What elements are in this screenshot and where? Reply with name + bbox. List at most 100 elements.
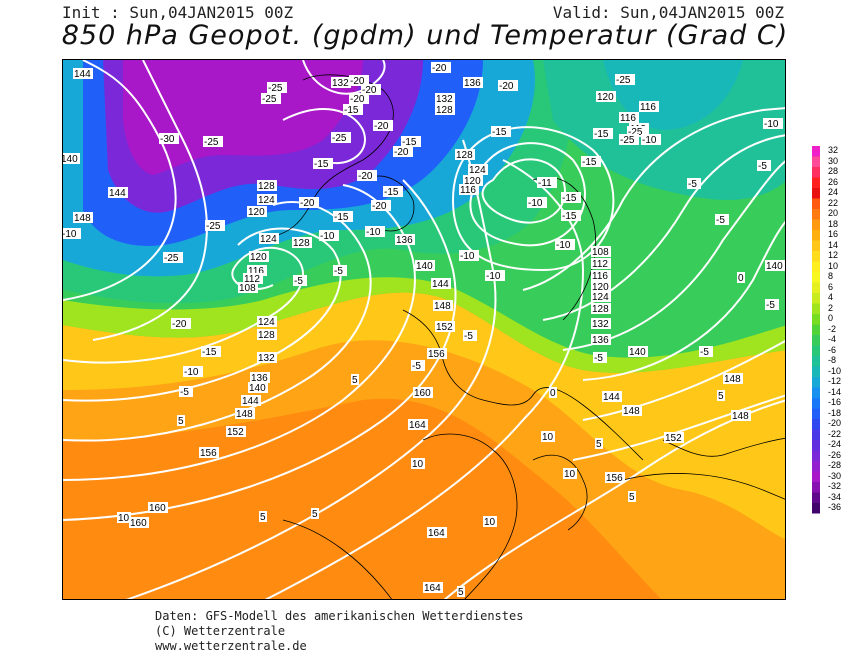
- svg-text:-15: -15: [402, 137, 417, 148]
- svg-text:132: 132: [592, 319, 609, 330]
- legend-swatch-22: [812, 377, 820, 388]
- svg-text:-25: -25: [262, 94, 277, 105]
- svg-text:128: 128: [592, 304, 609, 315]
- geopotential-label-43: 132: [257, 352, 277, 364]
- temperature-label-49: -5: [463, 330, 477, 342]
- temperature-label-21: -15: [313, 158, 333, 170]
- temperature-label-41: -25: [163, 252, 183, 264]
- geopotential-label-48: 152: [226, 426, 246, 438]
- temperature-label-17: -15: [491, 126, 511, 138]
- legend-value-17: -2: [828, 323, 837, 334]
- temperature-label-18: -15: [593, 128, 613, 140]
- legend-swatch-29: [812, 450, 820, 461]
- temperature-label-66: 5: [628, 491, 636, 503]
- legend-swatch-34: [812, 503, 820, 514]
- geopotential-label-47: 148: [235, 408, 255, 420]
- geopotential-label-32: 128: [591, 303, 611, 315]
- legend-swatch-30: [812, 461, 820, 472]
- svg-text:5: 5: [352, 375, 358, 386]
- svg-text:10: 10: [484, 517, 496, 528]
- svg-text:148: 148: [434, 301, 451, 312]
- svg-text:144: 144: [603, 392, 620, 403]
- svg-text:160: 160: [149, 503, 166, 514]
- svg-text:144: 144: [74, 69, 91, 80]
- geopotential-label-5: 132: [435, 93, 455, 105]
- temperature-label-22: -15: [581, 156, 601, 168]
- svg-text:-15: -15: [562, 211, 577, 222]
- legend-value-32: -32: [828, 481, 842, 491]
- geopotential-label-8: 116: [619, 112, 639, 124]
- temperature-label-58: 5: [717, 390, 725, 402]
- geopotential-label-36: 140: [765, 260, 785, 272]
- temperature-label-0: -25: [267, 82, 287, 94]
- temperature-label-29: -11: [537, 177, 557, 189]
- temperature-label-11: -30: [159, 133, 179, 145]
- legend-value-1: 30: [828, 155, 839, 166]
- legend-value-14: 4: [828, 292, 834, 302]
- geopotential-label-28: 112: [591, 258, 611, 270]
- temperature-label-67: 10: [483, 516, 497, 528]
- svg-text:152: 152: [227, 427, 244, 438]
- legend-value-6: 20: [828, 208, 839, 218]
- legend-swatch-3: [812, 177, 820, 188]
- temperature-label-56: 0: [549, 387, 557, 399]
- temperature-label-13: -25: [331, 132, 351, 144]
- legend-swatch-32: [812, 482, 820, 493]
- geopotential-label-30: 120: [591, 281, 611, 293]
- svg-text:-20: -20: [499, 81, 514, 92]
- legend-swatch-10: [812, 251, 820, 262]
- geopotential-label-1: 132: [331, 77, 351, 89]
- geopotential-label-44: 136: [250, 372, 270, 384]
- svg-text:-25: -25: [204, 137, 219, 148]
- geopotential-label-29: 116: [591, 270, 611, 282]
- svg-text:132: 132: [332, 78, 349, 89]
- svg-text:-20: -20: [432, 63, 447, 74]
- geopotential-label-39: 124: [257, 316, 277, 328]
- temperature-label-23: -5: [757, 160, 771, 172]
- legend-value-4: 24: [828, 187, 839, 197]
- legend-value-27: -22: [828, 428, 842, 439]
- footer-url[interactable]: www.wetterzentrale.de: [155, 639, 307, 653]
- svg-text:-5: -5: [700, 347, 709, 358]
- geopotential-label-12: 120: [463, 175, 483, 187]
- geopotential-label-27: 108: [591, 246, 611, 258]
- svg-text:128: 128: [293, 238, 310, 249]
- svg-text:140: 140: [249, 383, 266, 394]
- legend-value-30: -28: [828, 460, 842, 470]
- svg-text:152: 152: [436, 322, 453, 333]
- svg-text:124: 124: [258, 317, 275, 328]
- svg-text:112: 112: [592, 259, 608, 270]
- legend-swatch-17: [812, 324, 820, 335]
- geopotential-label-0: 144: [73, 68, 93, 80]
- legend-value-21: -10: [828, 365, 842, 376]
- temperature-label-24: -20: [357, 170, 377, 182]
- geopotential-label-60: 164: [427, 527, 447, 539]
- legend-swatch-21: [812, 366, 820, 377]
- temperature-label-50: -5: [593, 352, 607, 364]
- temperature-label-28: -20: [299, 197, 319, 209]
- svg-text:140: 140: [416, 261, 433, 272]
- svg-text:5: 5: [458, 587, 464, 598]
- svg-text:148: 148: [236, 409, 253, 420]
- geopotential-label-21: 136: [395, 234, 415, 246]
- legend-swatch-26: [812, 419, 820, 430]
- svg-text:116: 116: [248, 266, 264, 277]
- temperature-label-46: 0: [737, 272, 745, 284]
- weather-map: 1441321361201161321281121161401281241201…: [62, 59, 786, 600]
- temperature-label-7: -20: [498, 80, 518, 92]
- svg-text:-20: -20: [350, 76, 365, 87]
- svg-text:-20: -20: [358, 171, 373, 182]
- legend-swatch-15: [812, 303, 820, 314]
- svg-text:5: 5: [718, 391, 724, 402]
- svg-text:120: 120: [592, 282, 609, 293]
- geopotential-label-18: 148: [73, 212, 93, 224]
- temperature-label-33: -5: [687, 178, 701, 190]
- legend-swatch-12: [812, 272, 820, 283]
- svg-text:-10: -10: [556, 240, 571, 251]
- geopotential-label-61: 164: [423, 582, 443, 594]
- svg-text:-20: -20: [350, 94, 365, 105]
- geopotential-label-40: 128: [257, 329, 277, 341]
- svg-text:-25: -25: [268, 83, 283, 94]
- geopotential-label-54: 148: [723, 373, 743, 385]
- svg-text:-10: -10: [486, 271, 501, 282]
